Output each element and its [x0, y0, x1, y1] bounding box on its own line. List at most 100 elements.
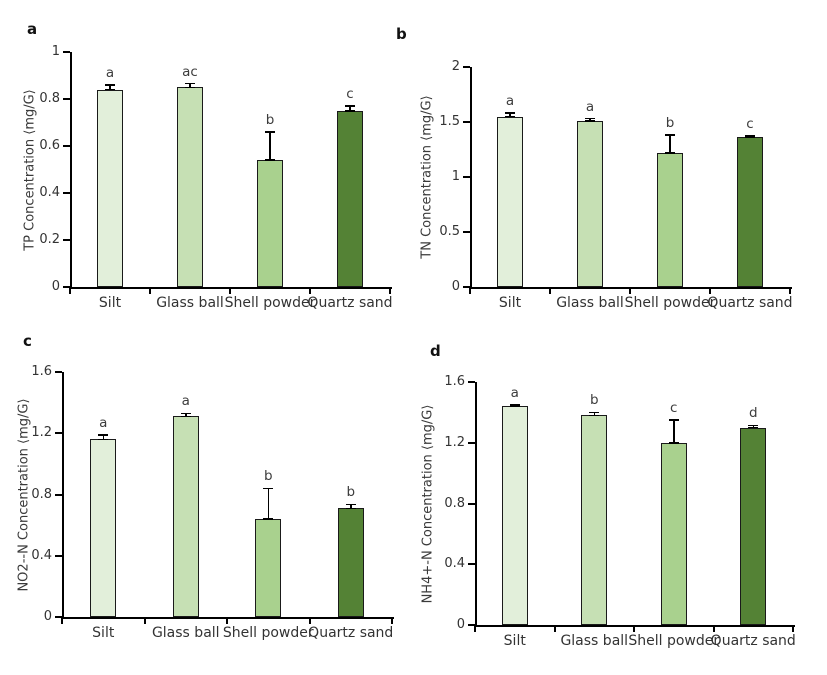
y-tick-label: 0.4 [39, 185, 60, 200]
y-tick-mark [55, 616, 62, 618]
y-tick-mark [63, 145, 70, 147]
error-bar-cap-bottom [345, 110, 355, 112]
significance-letter: c [670, 399, 678, 416]
y-tick-mark [63, 98, 70, 100]
y-tick-mark [63, 192, 70, 194]
y-axis-a [70, 52, 72, 287]
significance-letter: ac [182, 63, 198, 80]
x-tick-mark [549, 287, 551, 294]
error-bar-cap-top [185, 82, 195, 85]
error-bar-stem [189, 83, 191, 88]
y-tick-mark [63, 51, 70, 53]
significance-letter: b [665, 115, 675, 132]
error-bar-stem [509, 113, 511, 117]
error-bar-cap-top [585, 117, 595, 120]
x-tick-mark [143, 617, 146, 624]
error-bar-cap-bottom [668, 442, 679, 444]
error-bar-cap-bottom [665, 152, 675, 154]
significance-letter: a [105, 64, 115, 81]
x-axis-d [475, 625, 795, 627]
x-axis-a [70, 287, 392, 289]
y-tick-mark [468, 624, 475, 626]
panel-label-a: a [27, 20, 38, 38]
error-bar-cap-top [263, 487, 274, 490]
significance-letter: c [746, 115, 754, 132]
category-label-quartz-sand: Quartz sand [707, 295, 793, 311]
y-tick-mark [55, 493, 62, 496]
category-label-shell-powder: Shell powder [624, 295, 716, 311]
bar-c-shell-powder [255, 519, 282, 617]
error-bar-cap-top [505, 112, 515, 114]
error-bar-stem [185, 413, 187, 417]
x-tick-mark [469, 287, 471, 294]
y-tick-label: 0.2 [39, 232, 60, 247]
significance-letter: b [346, 484, 356, 501]
error-bar-cap-bottom [345, 507, 356, 510]
y-tick-mark [468, 441, 475, 444]
x-tick-mark [553, 625, 556, 632]
y-tick-mark [463, 66, 470, 68]
error-bar-cap-top [345, 503, 356, 506]
panel-label-b: b [396, 25, 407, 43]
y-tick-label: 0.8 [39, 91, 60, 106]
x-tick-mark [712, 625, 715, 632]
error-bar-stem [269, 131, 271, 161]
error-bar-cap-bottom [748, 426, 759, 429]
x-axis-b [470, 287, 792, 289]
bar-c-quartz-sand [337, 508, 364, 617]
error-bar-cap-top [665, 134, 675, 136]
bar-a-silt [97, 89, 123, 287]
x-tick-mark [308, 617, 311, 624]
error-bar-stem [669, 135, 671, 153]
error-bar-cap-top [345, 105, 355, 107]
error-bar-stem [349, 106, 351, 111]
error-bar-cap-top [105, 84, 115, 86]
y-tick-mark [63, 286, 70, 288]
category-label-quartz-sand: Quartz sand [308, 625, 394, 641]
y-tick-label: 1.2 [444, 434, 465, 450]
error-bar-cap-bottom [263, 518, 274, 520]
y-tick-label: 1.5 [439, 114, 460, 129]
error-bar-cap-top [668, 419, 679, 421]
category-label-silt: Silt [498, 295, 522, 311]
y-tick-mark [463, 176, 470, 178]
error-bar-stem [350, 504, 352, 509]
y-tick-label: 0.5 [439, 224, 460, 239]
significance-letter: a [181, 393, 190, 410]
error-bar-cap-top [589, 411, 600, 414]
significance-letter: a [585, 98, 595, 115]
error-bar-stem [749, 135, 751, 138]
bar-d-glass-ball [581, 415, 608, 625]
y-tick-label: 1 [51, 44, 60, 59]
y-tick-label: 0 [456, 617, 465, 632]
significance-letter: a [505, 93, 515, 110]
y-axis-title-a: TP Concentration ⟨mg/G⟩ [22, 88, 38, 251]
panel-label-d: d [430, 342, 441, 360]
y-tick-label: 0.8 [444, 495, 465, 511]
bar-d-quartz-sand [740, 427, 767, 625]
error-bar-stem [752, 425, 754, 428]
error-bar-stem [589, 118, 591, 121]
error-bar-stem [109, 84, 111, 90]
y-tick-label: 0.6 [39, 138, 60, 153]
y-tick-label: 0.4 [31, 547, 52, 563]
error-bar-cap-top [745, 135, 755, 137]
error-bar-cap-bottom [505, 115, 515, 118]
y-tick-label: 0 [51, 279, 60, 294]
x-tick-mark [474, 625, 476, 632]
error-bar-cap-bottom [585, 120, 595, 122]
x-tick-mark [309, 287, 311, 294]
y-tick-label: 0.8 [31, 486, 52, 502]
error-bar-stem [514, 404, 516, 407]
x-tick-mark [69, 287, 71, 294]
y-axis-c [62, 372, 64, 617]
y-tick-label: 2 [451, 59, 460, 74]
significance-letter: b [263, 468, 273, 485]
category-label-silt: Silt [503, 633, 526, 649]
x-tick-mark [629, 287, 631, 294]
y-tick-mark [463, 286, 470, 288]
error-bar-stem [102, 434, 104, 440]
category-label-shell-powder: Shell powder [628, 633, 720, 649]
y-tick-label: 1.6 [444, 374, 465, 389]
